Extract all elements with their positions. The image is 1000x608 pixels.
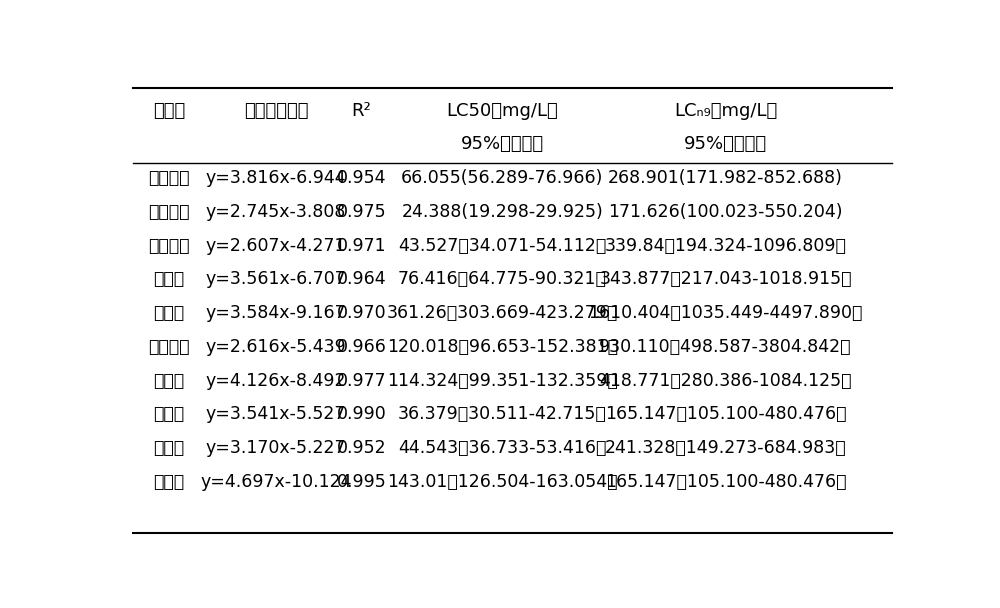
Text: 0.964: 0.964 <box>337 271 386 288</box>
Text: 120.018（96.653-152.381）: 120.018（96.653-152.381） <box>387 338 618 356</box>
Text: 66.055(56.289-76.966): 66.055(56.289-76.966) <box>401 169 604 187</box>
Text: R²: R² <box>352 102 371 120</box>
Text: 36.379（30.511-42.715）: 36.379（30.511-42.715） <box>398 406 607 423</box>
Text: 114.324（99.351-132.359）: 114.324（99.351-132.359） <box>387 371 618 390</box>
Text: 0.966: 0.966 <box>336 338 386 356</box>
Text: 268.901(171.982-852.688): 268.901(171.982-852.688) <box>608 169 843 187</box>
Text: 241.328（149.273-684.983）: 241.328（149.273-684.983） <box>605 439 846 457</box>
Text: 苦参碱: 苦参碱 <box>154 472 185 491</box>
Text: 1610.404（1035.449-4497.890）: 1610.404（1035.449-4497.890） <box>588 304 863 322</box>
Text: 0.952: 0.952 <box>337 439 386 457</box>
Text: 95%置信区间: 95%置信区间 <box>461 135 544 153</box>
Text: 联苯肼酯: 联苯肼酯 <box>148 237 190 255</box>
Text: y=3.816x-6.944: y=3.816x-6.944 <box>206 169 346 187</box>
Text: 24.388(19.298-29.925): 24.388(19.298-29.925) <box>402 203 603 221</box>
Text: y=4.697x-10.124: y=4.697x-10.124 <box>200 472 352 491</box>
Text: y=3.541x-5.527: y=3.541x-5.527 <box>206 406 346 423</box>
Text: 炔螨特: 炔螨特 <box>154 371 185 390</box>
Text: 43.527（34.071-54.112）: 43.527（34.071-54.112） <box>398 237 607 255</box>
Text: LC50（mg/L）: LC50（mg/L） <box>447 102 558 120</box>
Text: 165.147（105.100-480.476）: 165.147（105.100-480.476） <box>605 472 846 491</box>
Text: 343.877（217.043-1018.915）: 343.877（217.043-1018.915） <box>599 271 852 288</box>
Text: 丁氟螨酯: 丁氟螨酯 <box>148 203 190 221</box>
Text: y=2.745x-3.808: y=2.745x-3.808 <box>206 203 346 221</box>
Text: 0.970: 0.970 <box>337 304 386 322</box>
Text: y=3.584x-9.167: y=3.584x-9.167 <box>206 304 346 322</box>
Text: 930.110（498.587-3804.842）: 930.110（498.587-3804.842） <box>599 338 852 356</box>
Text: 哒螨灵: 哒螨灵 <box>154 406 185 423</box>
Text: 418.771（280.386-1084.125）: 418.771（280.386-1084.125） <box>599 371 852 390</box>
Text: 0.975: 0.975 <box>337 203 386 221</box>
Text: 阿维菌素: 阿维菌素 <box>148 169 190 187</box>
Text: 毒死蜱: 毒死蜱 <box>154 439 185 457</box>
Text: y=3.170x-5.227: y=3.170x-5.227 <box>206 439 346 457</box>
Text: 95%置信区间: 95%置信区间 <box>684 135 767 153</box>
Text: 171.626(100.023-550.204): 171.626(100.023-550.204) <box>608 203 843 221</box>
Text: 0.954: 0.954 <box>337 169 386 187</box>
Text: 0.995: 0.995 <box>336 472 386 491</box>
Text: 339.84（194.324-1096.809）: 339.84（194.324-1096.809） <box>605 237 847 255</box>
Text: y=2.607x-4.271: y=2.607x-4.271 <box>206 237 346 255</box>
Text: y=3.561x-6.707: y=3.561x-6.707 <box>206 271 347 288</box>
Text: y=4.126x-8.492: y=4.126x-8.492 <box>206 371 346 390</box>
Text: 143.01（126.504-163.054）: 143.01（126.504-163.054） <box>387 472 618 491</box>
Text: 76.416（64.775-90.321）: 76.416（64.775-90.321） <box>398 271 607 288</box>
Text: 165.147（105.100-480.476）: 165.147（105.100-480.476） <box>605 406 846 423</box>
Text: 0.977: 0.977 <box>337 371 386 390</box>
Text: 螺虫乙酯: 螺虫乙酯 <box>148 338 190 356</box>
Text: 乙螨唑: 乙螨唑 <box>154 271 185 288</box>
Text: y=2.616x-5.439: y=2.616x-5.439 <box>206 338 347 356</box>
Text: LCₙ₉（mg/L）: LCₙ₉（mg/L） <box>674 102 777 120</box>
Text: 0.971: 0.971 <box>337 237 386 255</box>
Text: 螺螨酯: 螺螨酯 <box>154 304 185 322</box>
Text: 杀螨剂: 杀螨剂 <box>153 102 185 120</box>
Text: 0.990: 0.990 <box>336 406 386 423</box>
Text: 361.26（303.669-423.279）: 361.26（303.669-423.279） <box>387 304 618 322</box>
Text: 44.543（36.733-53.416）: 44.543（36.733-53.416） <box>398 439 607 457</box>
Text: 独立回归方程: 独立回归方程 <box>244 102 308 120</box>
